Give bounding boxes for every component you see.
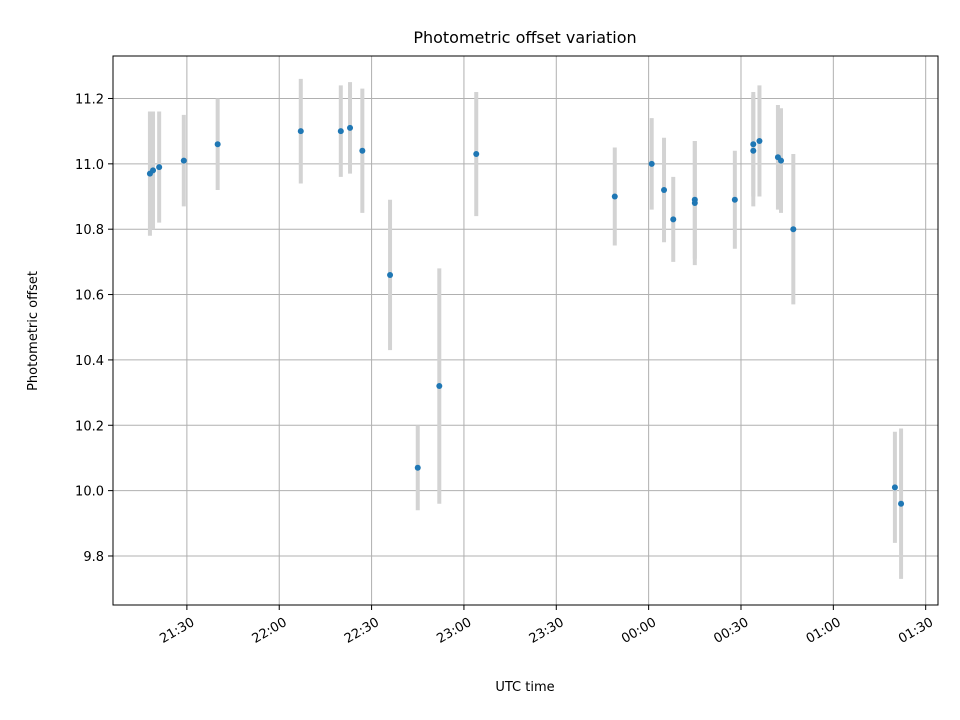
chart-title: Photometric offset variation [413, 28, 636, 47]
data-point [436, 383, 443, 390]
data-point [891, 484, 898, 491]
data-point [756, 137, 763, 144]
data-point [648, 160, 655, 167]
data-point [359, 147, 366, 154]
data-point [790, 226, 797, 233]
y-axis-label: Photometric offset [26, 271, 41, 391]
y-tick-label: 10.8 [75, 223, 104, 238]
data-point [670, 216, 677, 223]
data-point [611, 193, 618, 200]
data-point [473, 151, 480, 158]
data-point [387, 271, 394, 278]
y-tick-label: 10.2 [75, 419, 104, 434]
data-point [691, 196, 698, 203]
data-point [150, 167, 157, 174]
y-tick-label: 10.4 [75, 354, 104, 369]
data-point [750, 141, 757, 148]
data-point [750, 147, 757, 154]
data-point [898, 500, 905, 507]
data-point [347, 124, 354, 131]
grid [113, 56, 938, 605]
y-axis-ticks: 9.8 10.0 10.2 10.4 10.6 10.8 11.0 11.2 [75, 92, 113, 565]
data-point [661, 186, 668, 193]
y-tick-label: 11.0 [75, 158, 104, 173]
data-point [180, 157, 187, 164]
y-tick-label: 10.0 [75, 485, 104, 500]
plot-frame [112, 55, 939, 606]
data-point [337, 128, 344, 135]
y-tick-label: 10.6 [75, 289, 104, 304]
data-points [146, 124, 905, 507]
y-tick-label: 11.2 [75, 92, 104, 107]
data-point [778, 157, 785, 164]
x-axis-label: UTC time [495, 680, 554, 695]
data-point [731, 196, 738, 203]
data-point [214, 141, 221, 148]
y-tick-label: 9.8 [83, 550, 104, 565]
data-point [297, 128, 304, 135]
data-point [414, 464, 421, 471]
data-point [156, 164, 163, 171]
